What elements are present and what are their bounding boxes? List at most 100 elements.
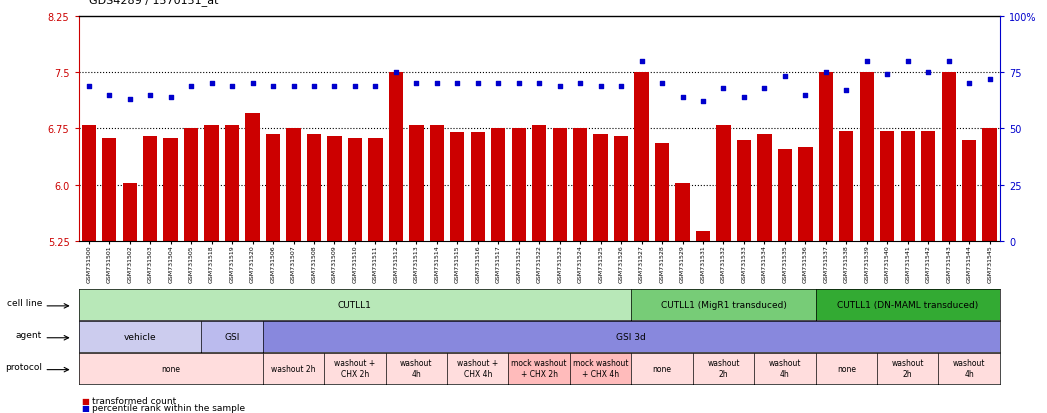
Bar xyxy=(839,131,853,242)
Text: washout
4h: washout 4h xyxy=(400,358,432,378)
Bar xyxy=(716,125,731,242)
Text: washout
4h: washout 4h xyxy=(768,358,801,378)
Text: washout +
CHX 2h: washout + CHX 2h xyxy=(334,358,376,378)
Text: percentile rank within the sample: percentile rank within the sample xyxy=(92,403,245,412)
Bar xyxy=(369,139,382,242)
Point xyxy=(612,83,629,90)
Bar xyxy=(941,73,956,242)
Bar xyxy=(225,125,240,242)
Point xyxy=(285,83,302,90)
Text: vehicle: vehicle xyxy=(124,332,156,341)
Bar xyxy=(594,134,608,242)
Point xyxy=(428,81,445,88)
Bar xyxy=(654,144,669,242)
Point xyxy=(920,69,937,76)
Bar xyxy=(634,73,649,242)
Bar xyxy=(82,125,96,242)
Bar xyxy=(696,232,710,242)
Point xyxy=(347,83,363,90)
Bar xyxy=(982,129,997,242)
Point xyxy=(818,69,834,76)
Text: none: none xyxy=(652,364,671,373)
Point xyxy=(653,81,670,88)
Bar xyxy=(266,134,281,242)
Bar xyxy=(778,150,793,242)
Text: washout +
CHX 4h: washout + CHX 4h xyxy=(458,358,498,378)
Text: washout
2h: washout 2h xyxy=(891,358,925,378)
Point xyxy=(224,83,241,90)
Point xyxy=(694,99,711,105)
Text: agent: agent xyxy=(16,330,42,339)
Point xyxy=(203,81,220,88)
Text: ■: ■ xyxy=(82,403,90,412)
Text: cell line: cell line xyxy=(6,299,42,308)
Bar xyxy=(819,73,833,242)
Bar xyxy=(881,131,894,242)
Bar xyxy=(962,140,977,242)
Bar xyxy=(573,129,587,242)
Bar xyxy=(757,134,772,242)
Point xyxy=(81,83,97,90)
Bar xyxy=(553,129,566,242)
Bar xyxy=(307,134,321,242)
Point xyxy=(183,83,200,90)
Text: washout
2h: washout 2h xyxy=(707,358,740,378)
Point xyxy=(306,83,322,90)
Point xyxy=(674,94,691,101)
Point xyxy=(756,85,773,92)
Point xyxy=(797,92,814,99)
Bar xyxy=(143,137,157,242)
Text: washout 2h: washout 2h xyxy=(271,364,316,373)
Text: CUTLL1 (MigR1 transduced): CUTLL1 (MigR1 transduced) xyxy=(661,300,786,309)
Point xyxy=(633,58,650,65)
Point xyxy=(326,83,342,90)
Point xyxy=(449,81,466,88)
Point xyxy=(141,92,158,99)
Text: none: none xyxy=(837,364,855,373)
Point xyxy=(244,81,261,88)
Bar xyxy=(532,125,547,242)
Bar xyxy=(328,137,341,242)
Bar xyxy=(286,129,300,242)
Bar xyxy=(512,129,526,242)
Point xyxy=(736,94,753,101)
Point xyxy=(572,81,588,88)
Point xyxy=(715,85,732,92)
Bar xyxy=(245,114,260,242)
Point xyxy=(121,97,138,103)
Point xyxy=(552,83,569,90)
Text: none: none xyxy=(161,364,180,373)
Point xyxy=(469,81,486,88)
Point xyxy=(940,58,957,65)
Point xyxy=(531,81,548,88)
Point xyxy=(367,83,384,90)
Point xyxy=(981,76,998,83)
Point xyxy=(899,58,916,65)
Bar xyxy=(470,133,485,242)
Bar xyxy=(491,129,506,242)
Bar xyxy=(388,73,403,242)
Text: protocol: protocol xyxy=(5,362,42,371)
Bar xyxy=(860,73,874,242)
Point xyxy=(408,81,425,88)
Text: mock washout
+ CHX 2h: mock washout + CHX 2h xyxy=(511,358,567,378)
Bar xyxy=(409,125,424,242)
Bar xyxy=(675,184,690,242)
Bar xyxy=(348,139,362,242)
Bar xyxy=(102,139,116,242)
Text: mock washout
+ CHX 4h: mock washout + CHX 4h xyxy=(573,358,628,378)
Bar xyxy=(204,125,219,242)
Bar xyxy=(122,184,137,242)
Bar xyxy=(450,133,465,242)
Text: ■: ■ xyxy=(82,396,90,405)
Text: CUTLL1 (DN-MAML transduced): CUTLL1 (DN-MAML transduced) xyxy=(838,300,978,309)
Text: GDS4289 / 1570151_at: GDS4289 / 1570151_at xyxy=(89,0,219,6)
Point xyxy=(593,83,609,90)
Bar xyxy=(921,131,935,242)
Point xyxy=(387,69,404,76)
Point xyxy=(859,58,875,65)
Point xyxy=(961,81,978,88)
Point xyxy=(510,81,527,88)
Bar xyxy=(900,131,915,242)
Text: CUTLL1: CUTLL1 xyxy=(338,300,372,309)
